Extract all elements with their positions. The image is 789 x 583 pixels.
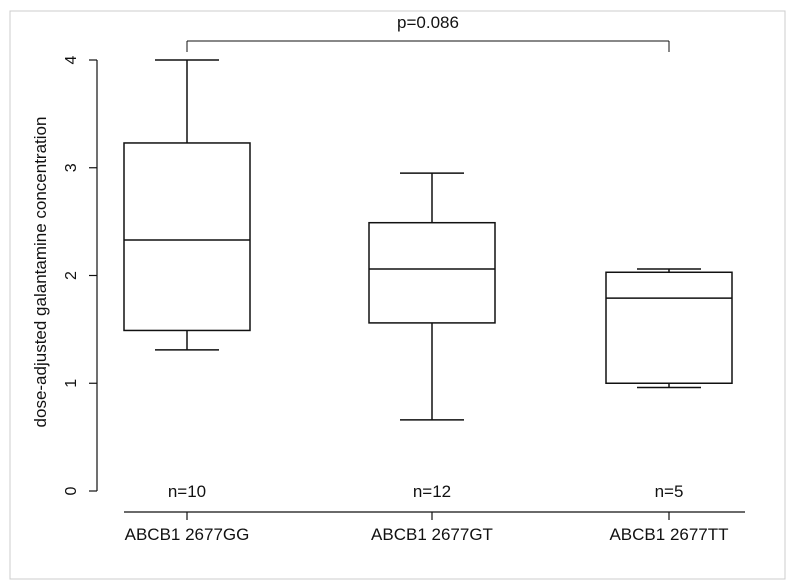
- x-tick-label: ABCB1 2677GG: [125, 525, 250, 544]
- x-tick-label: ABCB1 2677TT: [609, 525, 728, 544]
- box-group: [123, 59, 251, 351]
- significance-bracket: p=0.086: [186, 13, 670, 52]
- iqr-box: [605, 271, 733, 384]
- chart-frame: [9, 10, 786, 580]
- box-group: [368, 172, 496, 421]
- y-tick-label: 1: [63, 379, 80, 388]
- y-axis-label: dose-adjusted galantamine concentration: [31, 117, 50, 428]
- y-tick-label: 3: [63, 163, 80, 172]
- y-tick-label: 2: [63, 271, 80, 280]
- sample-size-label: n=12: [413, 482, 451, 501]
- x-tick-label: ABCB1 2677GT: [371, 525, 493, 544]
- iqr-box: [368, 221, 496, 324]
- sample-size-label: n=10: [168, 482, 206, 501]
- y-tick-label: 4: [63, 55, 80, 64]
- p-value-annotation: p=0.086: [397, 13, 459, 32]
- box-group: [605, 268, 733, 389]
- y-tick-label: 0: [63, 486, 80, 495]
- sample-size-label: n=5: [655, 482, 684, 501]
- iqr-box: [123, 142, 251, 332]
